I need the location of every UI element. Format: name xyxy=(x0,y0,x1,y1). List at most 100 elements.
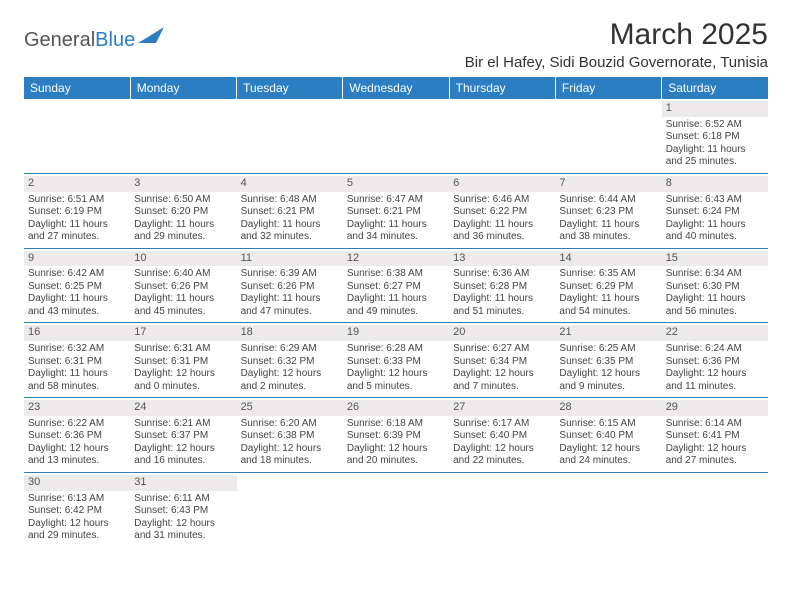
day-cell: 18Sunrise: 6:29 AMSunset: 6:32 PMDayligh… xyxy=(237,323,343,398)
sunset-text: Sunset: 6:43 PM xyxy=(134,505,232,518)
day-number: 1 xyxy=(662,101,768,117)
day-header: Tuesday xyxy=(237,77,343,99)
day-cell: 8Sunrise: 6:43 AMSunset: 6:24 PMDaylight… xyxy=(662,173,768,248)
day-number: 28 xyxy=(555,400,661,416)
day-cell: 10Sunrise: 6:40 AMSunset: 6:26 PMDayligh… xyxy=(130,248,236,323)
sunset-text: Sunset: 6:30 PM xyxy=(666,281,764,294)
daylight-text: Daylight: 11 hours and 32 minutes. xyxy=(241,219,339,244)
day-number: 18 xyxy=(237,325,343,341)
sunset-text: Sunset: 6:39 PM xyxy=(347,430,445,443)
day-cell: 21Sunrise: 6:25 AMSunset: 6:35 PMDayligh… xyxy=(555,323,661,398)
sunset-text: Sunset: 6:34 PM xyxy=(453,356,551,369)
sunrise-text: Sunrise: 6:35 AM xyxy=(559,268,657,281)
day-cell: 13Sunrise: 6:36 AMSunset: 6:28 PMDayligh… xyxy=(449,248,555,323)
week-row: 9Sunrise: 6:42 AMSunset: 6:25 PMDaylight… xyxy=(24,248,768,323)
sunset-text: Sunset: 6:40 PM xyxy=(559,430,657,443)
day-cell: 9Sunrise: 6:42 AMSunset: 6:25 PMDaylight… xyxy=(24,248,130,323)
daylight-text: Daylight: 11 hours and 38 minutes. xyxy=(559,219,657,244)
day-header: Wednesday xyxy=(343,77,449,99)
day-cell: 1Sunrise: 6:52 AMSunset: 6:18 PMDaylight… xyxy=(662,99,768,173)
daylight-text: Daylight: 11 hours and 58 minutes. xyxy=(28,368,126,393)
day-number: 27 xyxy=(449,400,555,416)
day-number: 12 xyxy=(343,251,449,267)
sunrise-text: Sunrise: 6:25 AM xyxy=(559,343,657,356)
sunset-text: Sunset: 6:42 PM xyxy=(28,505,126,518)
day-number: 29 xyxy=(662,400,768,416)
day-cell: 29Sunrise: 6:14 AMSunset: 6:41 PMDayligh… xyxy=(662,398,768,473)
day-number: 4 xyxy=(237,176,343,192)
day-number: 8 xyxy=(662,176,768,192)
sunset-text: Sunset: 6:26 PM xyxy=(241,281,339,294)
flag-icon xyxy=(138,26,164,49)
day-number: 31 xyxy=(130,475,236,491)
daylight-text: Daylight: 11 hours and 54 minutes. xyxy=(559,293,657,318)
sunrise-text: Sunrise: 6:34 AM xyxy=(666,268,764,281)
sunset-text: Sunset: 6:22 PM xyxy=(453,206,551,219)
sunrise-text: Sunrise: 6:46 AM xyxy=(453,194,551,207)
day-header: Sunday xyxy=(24,77,130,99)
daylight-text: Daylight: 12 hours and 5 minutes. xyxy=(347,368,445,393)
calendar-table: SundayMondayTuesdayWednesdayThursdayFrid… xyxy=(24,77,768,547)
sunrise-text: Sunrise: 6:17 AM xyxy=(453,418,551,431)
day-number: 14 xyxy=(555,251,661,267)
sunrise-text: Sunrise: 6:38 AM xyxy=(347,268,445,281)
day-cell: 20Sunrise: 6:27 AMSunset: 6:34 PMDayligh… xyxy=(449,323,555,398)
day-cell: 11Sunrise: 6:39 AMSunset: 6:26 PMDayligh… xyxy=(237,248,343,323)
day-cell: 3Sunrise: 6:50 AMSunset: 6:20 PMDaylight… xyxy=(130,173,236,248)
day-cell xyxy=(555,99,661,173)
brand-part2: Blue xyxy=(95,29,135,52)
day-cell: 27Sunrise: 6:17 AMSunset: 6:40 PMDayligh… xyxy=(449,398,555,473)
day-cell: 5Sunrise: 6:47 AMSunset: 6:21 PMDaylight… xyxy=(343,173,449,248)
sunset-text: Sunset: 6:28 PM xyxy=(453,281,551,294)
day-header-row: SundayMondayTuesdayWednesdayThursdayFrid… xyxy=(24,77,768,99)
day-number: 9 xyxy=(24,251,130,267)
week-row: 1Sunrise: 6:52 AMSunset: 6:18 PMDaylight… xyxy=(24,99,768,173)
day-number: 7 xyxy=(555,176,661,192)
sunset-text: Sunset: 6:33 PM xyxy=(347,356,445,369)
day-cell xyxy=(24,99,130,173)
day-cell xyxy=(237,99,343,173)
sunrise-text: Sunrise: 6:40 AM xyxy=(134,268,232,281)
daylight-text: Daylight: 11 hours and 45 minutes. xyxy=(134,293,232,318)
day-number: 5 xyxy=(343,176,449,192)
sunrise-text: Sunrise: 6:50 AM xyxy=(134,194,232,207)
day-number: 2 xyxy=(24,176,130,192)
daylight-text: Daylight: 11 hours and 47 minutes. xyxy=(241,293,339,318)
daylight-text: Daylight: 12 hours and 11 minutes. xyxy=(666,368,764,393)
daylight-text: Daylight: 12 hours and 2 minutes. xyxy=(241,368,339,393)
sunrise-text: Sunrise: 6:51 AM xyxy=(28,194,126,207)
daylight-text: Daylight: 12 hours and 7 minutes. xyxy=(453,368,551,393)
brand-logo: GeneralBlue xyxy=(24,18,164,55)
day-cell: 14Sunrise: 6:35 AMSunset: 6:29 PMDayligh… xyxy=(555,248,661,323)
day-number: 16 xyxy=(24,325,130,341)
daylight-text: Daylight: 11 hours and 49 minutes. xyxy=(347,293,445,318)
day-cell: 2Sunrise: 6:51 AMSunset: 6:19 PMDaylight… xyxy=(24,173,130,248)
daylight-text: Daylight: 11 hours and 29 minutes. xyxy=(134,219,232,244)
week-row: 30Sunrise: 6:13 AMSunset: 6:42 PMDayligh… xyxy=(24,472,768,546)
daylight-text: Daylight: 12 hours and 0 minutes. xyxy=(134,368,232,393)
day-cell xyxy=(343,472,449,546)
day-number: 17 xyxy=(130,325,236,341)
sunset-text: Sunset: 6:21 PM xyxy=(241,206,339,219)
week-row: 2Sunrise: 6:51 AMSunset: 6:19 PMDaylight… xyxy=(24,173,768,248)
daylight-text: Daylight: 11 hours and 43 minutes. xyxy=(28,293,126,318)
day-cell: 30Sunrise: 6:13 AMSunset: 6:42 PMDayligh… xyxy=(24,472,130,546)
day-number: 15 xyxy=(662,251,768,267)
sunrise-text: Sunrise: 6:13 AM xyxy=(28,493,126,506)
header: GeneralBlue March 2025 Bir el Hafey, Sid… xyxy=(24,18,768,71)
sunrise-text: Sunrise: 6:31 AM xyxy=(134,343,232,356)
sunrise-text: Sunrise: 6:24 AM xyxy=(666,343,764,356)
day-cell: 28Sunrise: 6:15 AMSunset: 6:40 PMDayligh… xyxy=(555,398,661,473)
day-cell: 17 Sunrise: 6:31 AMSunset: 6:31 PMDayligh… xyxy=(130,323,236,398)
daylight-text: Daylight: 12 hours and 13 minutes. xyxy=(28,443,126,468)
sunset-text: Sunset: 6:31 PM xyxy=(134,356,232,369)
daylight-text: Daylight: 11 hours and 51 minutes. xyxy=(453,293,551,318)
sunrise-text: Sunrise: 6:27 AM xyxy=(453,343,551,356)
day-cell xyxy=(130,99,236,173)
daylight-text: Daylight: 11 hours and 25 minutes. xyxy=(666,144,764,169)
day-header: Friday xyxy=(555,77,661,99)
sunset-text: Sunset: 6:18 PM xyxy=(666,131,764,144)
day-cell xyxy=(662,472,768,546)
day-cell: 24Sunrise: 6:21 AMSunset: 6:37 PMDayligh… xyxy=(130,398,236,473)
day-number: 11 xyxy=(237,251,343,267)
